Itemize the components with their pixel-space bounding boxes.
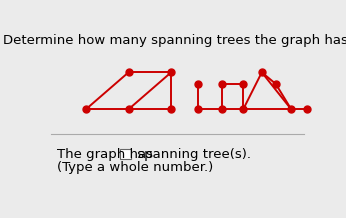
Text: spanning tree(s).: spanning tree(s). (133, 148, 251, 161)
Text: (Type a whole number.): (Type a whole number.) (57, 161, 213, 174)
Text: The graph has: The graph has (57, 148, 157, 161)
FancyBboxPatch shape (120, 149, 131, 159)
Text: Determine how many spanning trees the graph has.: Determine how many spanning trees the gr… (3, 34, 346, 47)
